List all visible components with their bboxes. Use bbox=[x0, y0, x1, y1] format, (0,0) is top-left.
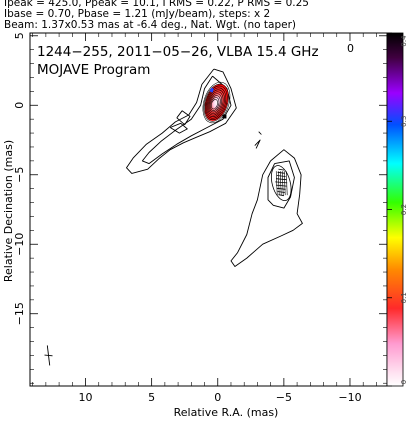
core-contour bbox=[207, 91, 224, 116]
x-tick-labels: 10 5 0 −5 −10 bbox=[79, 391, 362, 404]
emission-layer bbox=[44, 68, 303, 366]
y-axis-label: Relative Decination (mas) bbox=[2, 140, 15, 282]
y-tick-labels: 5 0 −5 −10 −15 bbox=[13, 32, 26, 325]
contour-line bbox=[230, 149, 303, 267]
knot-contour bbox=[285, 171, 288, 196]
knot-contour bbox=[281, 171, 284, 196]
colorbar-tick-label: 0 bbox=[400, 380, 408, 384]
knot-contour bbox=[278, 168, 285, 171]
core-contour bbox=[209, 95, 221, 113]
core-dark-pixel bbox=[222, 114, 227, 119]
chart-subtitle: MOJAVE Program bbox=[37, 62, 150, 78]
core-contour bbox=[208, 93, 223, 114]
colorbar-tick-label: 0.4 bbox=[400, 35, 408, 47]
contour-line bbox=[176, 110, 191, 126]
beam-minor-axis bbox=[44, 354, 53, 357]
core-contour bbox=[210, 99, 218, 110]
chart-title: 1244−255, 2011−05−26, VLBA 15.4 GHz bbox=[37, 44, 319, 60]
core-component bbox=[202, 81, 231, 124]
core-contour bbox=[206, 89, 225, 117]
header-line-1: Ipeak = 425.0, Ppeak = 10.1, I RMS = 0.2… bbox=[4, 0, 309, 9]
y-tick-label: −10 bbox=[13, 233, 26, 256]
contour-line bbox=[267, 160, 295, 209]
knot-contour bbox=[283, 171, 286, 196]
contour-line bbox=[169, 122, 188, 134]
contour-line bbox=[254, 139, 261, 149]
plot-frame bbox=[29, 32, 388, 387]
y-tick-label: −5 bbox=[13, 167, 26, 183]
core-contour bbox=[202, 81, 231, 124]
axis-ticks bbox=[30, 33, 387, 386]
colorbar-tick-label: 0.3 bbox=[400, 116, 408, 127]
y-tick-label: 0 bbox=[13, 102, 26, 109]
x-tick-label: −10 bbox=[338, 391, 361, 404]
x-axis-label: Relative R.A. (mas) bbox=[174, 406, 279, 419]
colorbar-tick-label: 0.2 bbox=[400, 204, 408, 215]
y-tick-label: 5 bbox=[13, 32, 26, 39]
corner-label: 0 bbox=[347, 42, 354, 55]
knot-contour bbox=[275, 181, 288, 184]
knot-contour bbox=[277, 171, 285, 174]
x-tick-label: 10 bbox=[79, 391, 93, 404]
core-contour bbox=[204, 85, 228, 121]
x-tick-label: 5 bbox=[148, 391, 155, 404]
contour-line bbox=[258, 131, 262, 135]
colorbar-ticks: 0 0.1 0.2 0.3 0.4 bbox=[387, 32, 408, 387]
knot-contour bbox=[275, 171, 278, 196]
x-tick-label: −5 bbox=[276, 391, 292, 404]
beam-ellipse bbox=[44, 345, 53, 366]
x-tick-label: 0 bbox=[214, 391, 221, 404]
core-contour bbox=[210, 97, 220, 111]
knot-contour bbox=[279, 171, 282, 196]
y-tick-label: −15 bbox=[13, 302, 26, 325]
colorbar-tick-label: 0.1 bbox=[400, 292, 408, 303]
header-line-3: Beam: 1.37x0.53 mas at -6.4 deg., Nat. W… bbox=[4, 19, 297, 31]
header-line-2: Ibase = 0.70, Pbase = 1.21 (mJy/beam), s… bbox=[4, 8, 271, 20]
core-contour bbox=[205, 87, 227, 119]
knot-contours bbox=[270, 165, 292, 202]
knot-contour bbox=[277, 171, 280, 196]
core-contour bbox=[203, 83, 229, 122]
contour-line bbox=[126, 68, 237, 174]
core-blue-pixel bbox=[209, 87, 214, 93]
